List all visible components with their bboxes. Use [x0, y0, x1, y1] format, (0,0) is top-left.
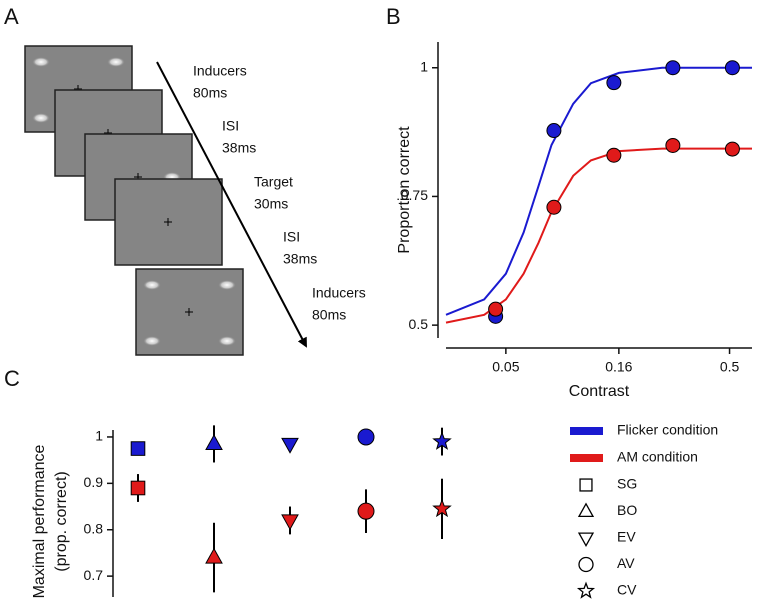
legend-label: SG — [617, 476, 637, 492]
data-point — [724, 60, 740, 76]
y-axis-label: Maximal performance — [31, 444, 48, 598]
x-tick-label: 0.05 — [492, 359, 519, 375]
legend-label: AV — [617, 555, 635, 571]
panel-label: C — [4, 366, 20, 391]
fit-curve — [445, 66, 752, 316]
data-point — [488, 301, 504, 317]
x-axis-label: Contrast — [569, 383, 630, 400]
data-point — [546, 123, 562, 139]
step-duration: 30ms — [254, 196, 288, 212]
panel-label: A — [4, 4, 19, 29]
step-name: ISI — [222, 118, 239, 134]
y-tick-label: 0.7 — [84, 567, 104, 583]
legend-swatch — [570, 427, 603, 435]
step-duration: 80ms — [312, 307, 346, 323]
legend-marker — [576, 581, 596, 599]
gabor — [107, 57, 125, 67]
data-point — [205, 434, 223, 451]
data-point — [281, 514, 299, 531]
data-point — [606, 75, 622, 91]
legend-marker — [577, 502, 595, 518]
gabor — [218, 280, 236, 290]
legend-label: AM condition — [617, 449, 698, 465]
data-point — [130, 441, 146, 456]
y-tick-label: 0.9 — [84, 474, 104, 490]
data-point — [205, 547, 223, 564]
x-tick-label: 0.5 — [720, 359, 740, 375]
y-tick-label: 1 — [420, 58, 428, 74]
data-point — [281, 437, 299, 454]
data-point — [432, 431, 452, 450]
frames — [24, 45, 244, 356]
legend-marker — [578, 556, 594, 573]
time-arrow — [156, 61, 307, 348]
data-point — [724, 141, 740, 157]
y-tick-label: 0.5 — [409, 316, 429, 332]
legend-label: CV — [617, 582, 637, 598]
legend-marker — [579, 478, 593, 492]
fit-curve — [445, 147, 752, 324]
gabor — [143, 280, 161, 290]
data-point — [546, 199, 562, 215]
y-tick-label: 1 — [95, 428, 103, 444]
data-point — [357, 502, 375, 520]
step-name: Inducers — [193, 63, 247, 79]
data-point — [665, 60, 681, 76]
gabor — [143, 336, 161, 346]
legend-label: BO — [617, 502, 637, 518]
y-axis-label: Proportion correct — [396, 126, 413, 254]
step-duration: 38ms — [283, 251, 317, 267]
gabor — [32, 57, 50, 67]
y-tick-label: 0.8 — [84, 520, 104, 536]
step-name: Target — [254, 174, 293, 190]
gabor — [218, 336, 236, 346]
legend-swatch — [570, 454, 603, 462]
data-point — [357, 428, 375, 446]
panel-label: B — [386, 4, 401, 29]
legend-label: EV — [617, 529, 636, 545]
data-point — [432, 498, 452, 518]
fixation-cross — [164, 218, 172, 226]
data-point — [130, 480, 146, 496]
data-point — [606, 147, 622, 163]
y-axis-label: (prop. correct) — [53, 471, 70, 571]
legend-marker — [577, 532, 595, 548]
fixation-cross — [185, 308, 193, 316]
data-point — [665, 137, 681, 153]
legend-label: Flicker condition — [617, 422, 718, 438]
step-name: ISI — [283, 229, 300, 245]
y-tick-label: 0.75 — [401, 187, 428, 203]
step-duration: 38ms — [222, 140, 256, 156]
gabor — [32, 113, 50, 123]
step-name: Inducers — [312, 285, 366, 301]
x-tick-label: 0.16 — [605, 359, 632, 375]
step-duration: 80ms — [193, 85, 227, 101]
